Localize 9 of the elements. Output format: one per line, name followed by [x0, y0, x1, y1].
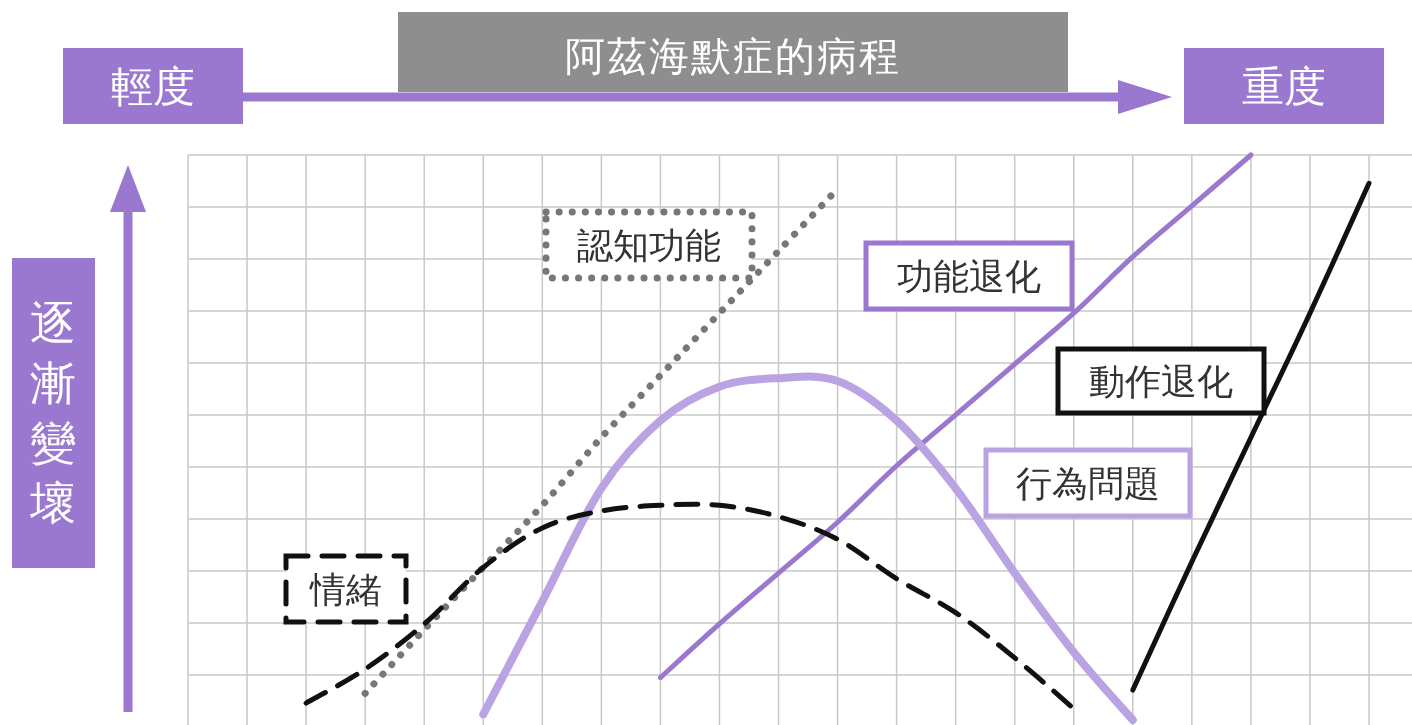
series-label: 認知功能 — [577, 225, 721, 266]
text: 重度 — [1242, 62, 1326, 111]
series-label: 行為問題 — [1016, 463, 1160, 504]
series-label: 情緒 — [309, 569, 382, 610]
chart-title: 阿茲海默症的病程 — [565, 33, 901, 79]
y-axis-title: 逐漸變壞 — [29, 296, 76, 530]
text: 輕度 — [111, 62, 195, 111]
series-label: 功能退化 — [897, 256, 1041, 297]
series-label: 動作退化 — [1089, 361, 1233, 402]
